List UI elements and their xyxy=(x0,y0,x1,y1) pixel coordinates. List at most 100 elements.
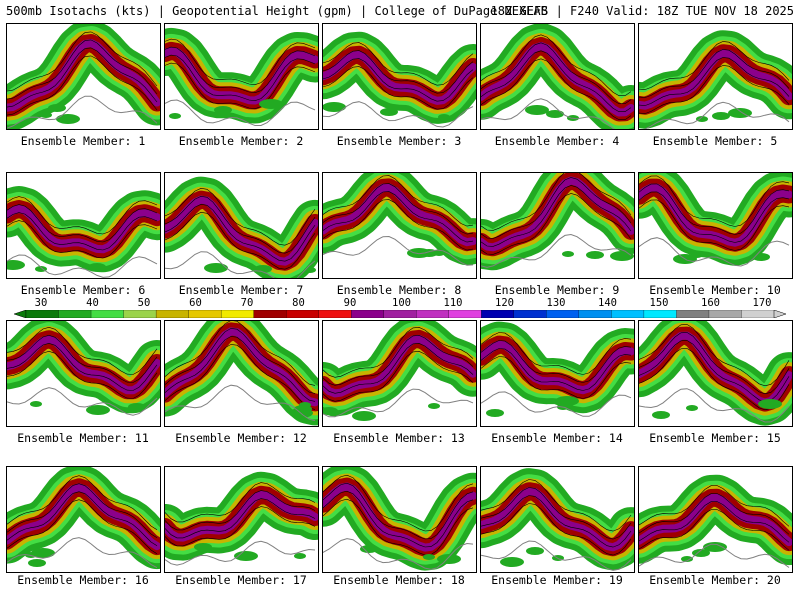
colorbar-high-arrow xyxy=(773,310,786,318)
ensemble-member-panel xyxy=(322,320,477,427)
ensemble-member-label: Ensemble Member: 2 xyxy=(178,134,304,148)
colorbar-swatch xyxy=(123,310,157,318)
colorbar-tick-label: 120 xyxy=(495,297,514,309)
ensemble-member-panel xyxy=(480,172,635,279)
colorbar-swatch xyxy=(741,310,775,318)
ensemble-member-panel xyxy=(164,23,319,130)
colorbar-swatch xyxy=(90,310,125,318)
colorbar-tick-label: 150 xyxy=(649,297,669,309)
colorbar-swatch xyxy=(708,310,742,318)
run-valid-time: 18Z GEFS | F240 Valid: 18Z TUE NOV 18 20… xyxy=(490,4,794,18)
ensemble-member-label: Ensemble Member: 1 xyxy=(20,134,146,148)
ensemble-member-label: Ensemble Member: 14 xyxy=(491,431,623,445)
colorbar-swatch xyxy=(286,310,320,318)
colorbar-swatch xyxy=(220,310,255,318)
jet-map-image xyxy=(7,24,160,129)
ensemble-member-panel xyxy=(638,23,793,130)
jet-map-image xyxy=(323,173,476,266)
ensemble-member-panel xyxy=(480,23,635,130)
colorbar-swatch xyxy=(676,310,710,318)
ensemble-member-panel xyxy=(6,23,161,130)
jet-map-image xyxy=(639,30,792,129)
jet-map-image xyxy=(323,467,476,571)
colorbar-swatch xyxy=(513,310,547,318)
ensemble-member-label: Ensemble Member: 4 xyxy=(494,134,620,148)
ensemble-member-label: Ensemble Member: 7 xyxy=(178,283,304,297)
colorbar-swatch xyxy=(25,310,59,318)
ensemble-grid: Ensemble Member: 1 Ensemble Member: 2 Ense… xyxy=(6,23,795,598)
ensemble-member-label: Ensemble Member: 13 xyxy=(333,431,465,445)
jet-map-image xyxy=(7,186,160,278)
jet-map-image xyxy=(7,321,160,416)
colorbar-swatch xyxy=(416,310,450,318)
ensemble-member-panel xyxy=(6,320,161,427)
ensemble-member-panel xyxy=(164,172,319,279)
jet-map-image xyxy=(165,321,318,426)
ensemble-member-label: Ensemble Member: 12 xyxy=(175,431,307,445)
speed-colorbar: 30 40 50 60 70 80 90 100 110 120 130 140 150 160 170 xyxy=(0,297,800,321)
ensemble-member-panel xyxy=(638,320,793,427)
jet-map-image xyxy=(639,173,792,267)
jet-map-image xyxy=(481,321,634,417)
colorbar-tick-label: 40 xyxy=(86,297,99,309)
colorbar-swatch xyxy=(448,310,482,318)
ensemble-member-label: Ensemble Member: 18 xyxy=(333,573,465,587)
colorbar-swatch xyxy=(611,310,645,318)
jet-map-image xyxy=(481,173,634,271)
jet-map-image xyxy=(481,24,634,129)
jet-map-image xyxy=(323,31,476,128)
jet-map-image xyxy=(481,468,634,571)
colorbar-low-arrow xyxy=(14,310,27,318)
colorbar-tick-label: 140 xyxy=(598,297,617,309)
colorbar-swatch xyxy=(351,310,385,318)
colorbar-swatch xyxy=(643,310,677,318)
colorbar-swatch xyxy=(188,310,222,318)
colorbar-tick-label: 170 xyxy=(752,297,772,309)
ensemble-member-panel xyxy=(6,466,161,573)
ensemble-member-label: Ensemble Member: 15 xyxy=(649,431,781,445)
ensemble-member-label: Ensemble Member: 17 xyxy=(175,573,307,587)
ensemble-member-panel xyxy=(6,172,161,279)
jet-map-image xyxy=(165,471,318,566)
ensemble-member-label: Ensemble Member: 8 xyxy=(336,283,462,297)
colorbar-tick-label: 160 xyxy=(701,297,720,309)
ensemble-member-label: Ensemble Member: 9 xyxy=(494,283,620,297)
colorbar-strip xyxy=(14,310,786,318)
colorbar-tick-label: 100 xyxy=(392,297,411,309)
colorbar-swatch xyxy=(253,310,287,318)
ensemble-member-panel xyxy=(638,466,793,573)
colorbar-tick-label: 60 xyxy=(189,297,202,309)
ensemble-member-panel xyxy=(638,172,793,279)
ensemble-member-label: Ensemble Member: 16 xyxy=(17,573,149,587)
colorbar-tick-label: 90 xyxy=(343,297,357,309)
ensemble-member-label: Ensemble Member: 11 xyxy=(17,431,149,445)
ensemble-member-panel xyxy=(322,466,477,573)
colorbar-tick-label: 130 xyxy=(546,297,566,309)
ensemble-member-label: Ensemble Member: 20 xyxy=(649,573,781,587)
header: 500mb Isotachs (kts) | Geopotential Heig… xyxy=(0,0,800,22)
jet-map-image xyxy=(323,321,476,421)
ensemble-member-panel xyxy=(322,23,477,130)
ensemble-member-panel xyxy=(322,172,477,279)
jet-map-image xyxy=(7,467,160,570)
ensemble-member-label: Ensemble Member: 3 xyxy=(336,134,462,148)
ensemble-member-panel xyxy=(480,320,635,427)
ensemble-member-panel xyxy=(164,320,319,427)
map-title: 500mb Isotachs (kts) | Geopotential Heig… xyxy=(6,4,548,18)
ensemble-member-label: Ensemble Member: 6 xyxy=(20,283,146,297)
ensemble-member-panel xyxy=(164,466,319,573)
jet-map-image xyxy=(639,474,792,568)
colorbar-swatch xyxy=(155,310,190,318)
colorbar-tick-label: 80 xyxy=(292,297,305,309)
colorbar-swatch xyxy=(383,310,417,318)
colorbar-swatch xyxy=(546,310,580,318)
colorbar-swatch xyxy=(481,310,515,318)
colorbar-tick-label: 70 xyxy=(240,297,254,309)
ensemble-member-panel xyxy=(480,466,635,573)
colorbar-tick-label: 30 xyxy=(34,297,48,309)
colorbar-swatch xyxy=(58,310,92,318)
jet-map-image xyxy=(639,321,792,426)
jet-map-image xyxy=(165,27,318,126)
colorbar-swatch xyxy=(318,310,352,318)
jet-map-image xyxy=(165,176,318,278)
